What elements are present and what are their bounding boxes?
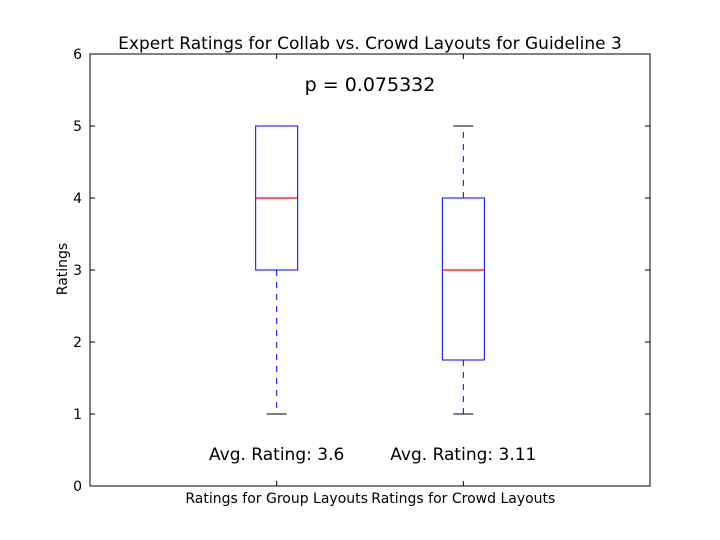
y-tick-label: 1	[73, 407, 82, 423]
y-axis-label: Ratings	[55, 243, 71, 295]
avg-rating-label: Avg. Rating: 3.11	[390, 445, 536, 465]
y-tick-label: 3	[73, 263, 82, 279]
plot-area: 0 1 2 3 4 5 6 Ratings for Group Layouts Avg. Rat…	[73, 47, 651, 507]
y-tick-label: 6	[73, 47, 82, 63]
chart-title: Expert Ratings for Collab vs. Crowd Layo…	[118, 34, 622, 54]
x-tick-label: Ratings for Crowd Layouts	[371, 491, 555, 507]
y-tick-label: 5	[73, 119, 82, 135]
p-value-annotation: p = 0.075332	[305, 74, 436, 96]
avg-rating-label: Avg. Rating: 3.6	[209, 445, 344, 465]
y-tick-label: 0	[73, 479, 82, 495]
y-tick-label: 4	[73, 191, 82, 207]
iqr-box	[441, 197, 485, 361]
x-tick-label: Ratings for Group Layouts	[185, 491, 368, 507]
y-tick-label: 2	[73, 335, 82, 351]
